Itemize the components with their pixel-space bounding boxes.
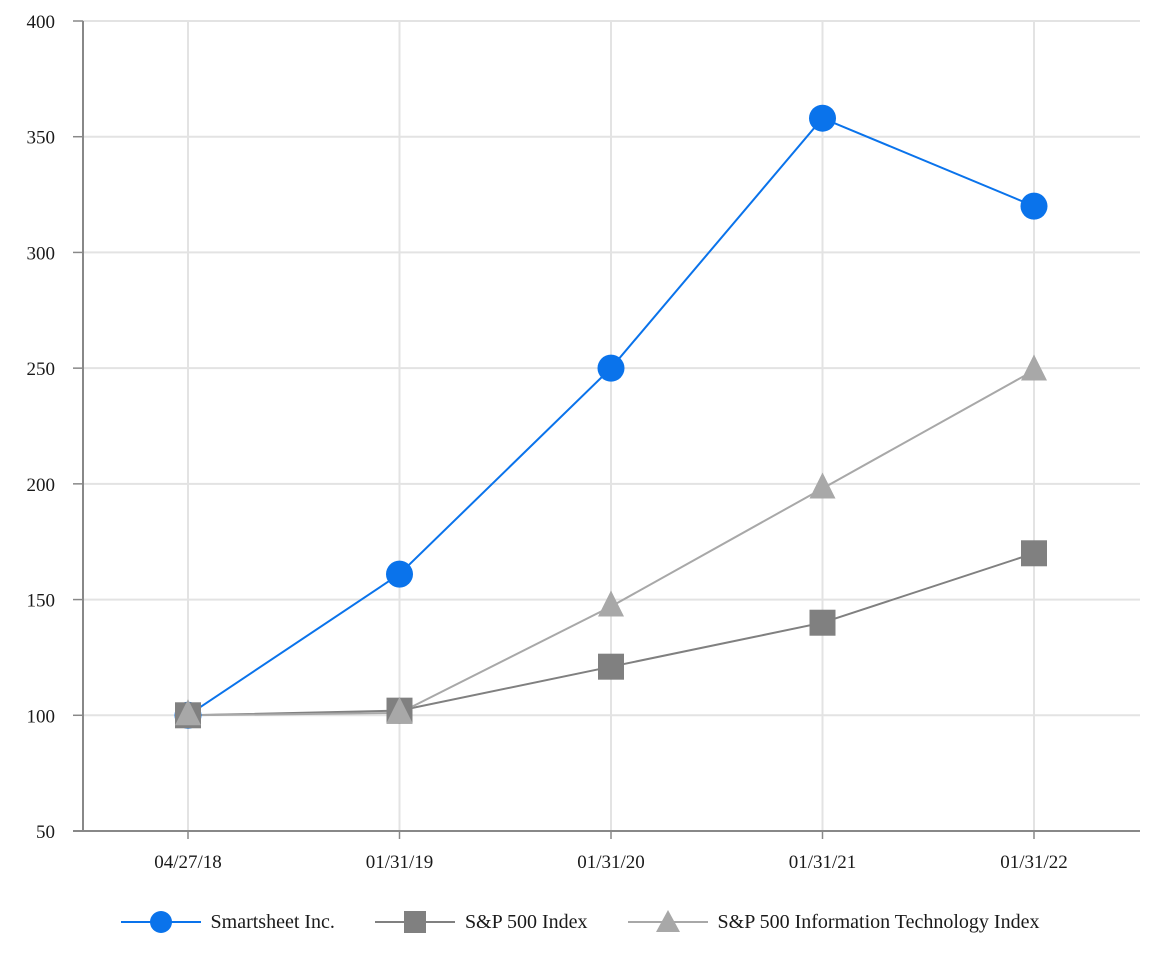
- data-point-series-3: [1021, 354, 1047, 381]
- grid-lines: [83, 20, 1140, 831]
- data-point-series-3: [598, 590, 624, 617]
- line-chart: 50 100 150 200 250 300 350 400 04/27/18 01/31/19 0…: [27, 12, 1140, 873]
- data-point-series-1: [1020, 192, 1048, 220]
- data-point-series-2: [809, 609, 836, 636]
- data-point-series-3: [386, 696, 413, 723]
- legend-swatch-3: [627, 910, 708, 932]
- legend-label: S&P 500 Index: [464, 910, 588, 933]
- legend-item-1: Smartsheet Inc.: [120, 910, 335, 934]
- legend-swatch-1: [120, 911, 201, 933]
- legend-marker: [149, 911, 172, 933]
- y-tick-label: 400: [27, 12, 56, 33]
- y-tick-label: 50: [36, 822, 55, 843]
- data-markers: [174, 104, 1048, 729]
- legend-item-3: S&P 500 Information Technology Index: [627, 910, 1040, 934]
- legend-marker: [403, 911, 426, 933]
- x-tick-label: 01/31/22: [1000, 852, 1068, 873]
- legend-marker: [655, 910, 680, 932]
- y-tick-label: 200: [27, 475, 56, 496]
- x-tick-label: 01/31/20: [577, 852, 645, 873]
- y-tick-label: 250: [27, 359, 56, 380]
- y-tick-label: 300: [27, 243, 56, 264]
- axes: 50 100 150 200 250 300 350 400 04/27/18 01/31/19 0…: [27, 12, 1140, 873]
- x-tick-label: 04/27/18: [154, 852, 222, 873]
- chart-legend: Smartsheet Inc. S&P 500 Index S&P 500 Info…: [0, 900, 1160, 944]
- data-point-series-1: [809, 104, 836, 132]
- y-tick-label: 100: [27, 706, 56, 727]
- legend-item-2: S&P 500 Index: [374, 910, 588, 934]
- legend-label: Smartsheet Inc.: [210, 910, 335, 933]
- legend-label: S&P 500 Information Technology Index: [717, 910, 1040, 933]
- x-tick-label: 01/31/21: [789, 852, 857, 873]
- y-tick-label: 350: [27, 128, 56, 149]
- data-point-series-3: [175, 699, 201, 726]
- data-point-series-2: [1021, 540, 1047, 567]
- x-tick-label: 01/31/19: [366, 852, 434, 873]
- data-point-series-1: [597, 354, 625, 382]
- data-point-series-3: [809, 472, 836, 499]
- y-tick-label: 150: [27, 591, 56, 612]
- data-point-series-2: [598, 653, 624, 680]
- legend-swatch-2: [374, 911, 455, 933]
- data-point-series-1: [386, 560, 413, 588]
